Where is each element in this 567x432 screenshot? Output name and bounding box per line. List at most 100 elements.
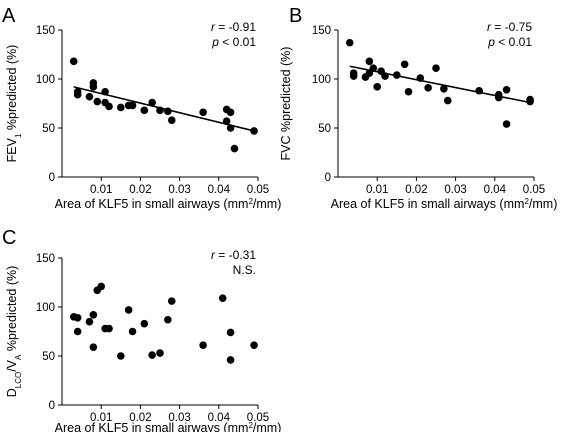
x-tick-label: 0.05 [523, 184, 545, 196]
data-point [199, 108, 207, 117]
data-point [400, 60, 409, 69]
data-point [156, 106, 164, 115]
y-tick-label: 50 [42, 351, 55, 363]
data-point [128, 327, 137, 336]
data-point [502, 85, 511, 94]
data-point [502, 120, 511, 128]
x-tick-label: 0.02 [129, 412, 151, 424]
y-tick-label: 50 [42, 123, 55, 135]
data-point [416, 74, 425, 82]
y-tick-label: 0 [49, 172, 55, 184]
significance-label: p < 0.01 [211, 35, 256, 49]
data-point [93, 97, 102, 106]
data-point [73, 313, 82, 322]
y-axis-label: FVC %predicted (%) [279, 47, 293, 161]
x-axis-label: Area of KLF5 in small airways (mm2/mm) [55, 197, 282, 212]
data-point [222, 117, 231, 125]
data-point [373, 83, 382, 91]
data-point [226, 356, 235, 364]
data-point [345, 38, 354, 47]
x-tick-label: 0.02 [129, 184, 151, 196]
data-point [69, 57, 78, 66]
data-point [105, 102, 113, 111]
panel-letter: A [2, 5, 16, 27]
y-tick-label: 0 [325, 172, 331, 184]
panel-letter: B [289, 5, 302, 27]
data-point [164, 315, 172, 324]
data-point [140, 319, 149, 328]
x-tick-label: 0.01 [366, 184, 388, 196]
data-point [85, 317, 94, 326]
data-point [250, 341, 258, 350]
y-tick-label: 100 [36, 74, 55, 86]
y-tick-label: 150 [36, 25, 55, 37]
x-tick-label: 0.03 [444, 184, 466, 196]
panel-letter: C [2, 227, 16, 249]
data-point [526, 97, 534, 106]
data-point [404, 87, 413, 96]
x-axis-label: Area of KLF5 in small airways (mm2/mm) [331, 197, 558, 212]
data-point [199, 341, 207, 350]
data-point [89, 343, 98, 351]
data-point [73, 90, 82, 99]
data-point [432, 64, 440, 73]
data-point [167, 116, 176, 124]
data-point [393, 71, 401, 79]
data-point [101, 87, 109, 96]
data-point [250, 127, 258, 135]
data-point [349, 69, 358, 77]
x-tick-label: 0.02 [405, 184, 427, 196]
x-tick-label: 0.01 [90, 184, 112, 196]
data-point [117, 352, 125, 360]
y-axis-label: DLCO/VA %predicted (%) [5, 266, 23, 398]
data-point [105, 324, 113, 333]
data-point [424, 84, 432, 92]
y-tick-label: 100 [36, 302, 55, 314]
x-axis-label: Area of KLF5 in small airways (mm2/mm) [55, 421, 282, 432]
data-point [140, 106, 149, 115]
data-point [148, 351, 156, 359]
data-point [226, 124, 235, 132]
significance-label: p < 0.01 [487, 35, 532, 49]
data-point [475, 86, 483, 95]
data-point [89, 311, 98, 319]
significance-label: N.S. [233, 263, 256, 277]
data-point [89, 83, 98, 91]
x-tick-label: 0.01 [90, 412, 112, 424]
data-point [226, 328, 235, 337]
data-point [440, 85, 448, 93]
y-tick-label: 0 [49, 400, 55, 412]
y-tick-label: 50 [318, 123, 331, 135]
correlation-r: r = -0.75 [487, 20, 532, 34]
x-tick-label: 0.03 [168, 184, 190, 196]
x-tick-label: 0.05 [247, 184, 269, 196]
y-tick-label: 150 [312, 25, 331, 37]
data-point [369, 64, 378, 73]
x-tick-label: 0.05 [247, 412, 269, 424]
data-point [494, 93, 503, 102]
data-point [148, 98, 156, 107]
data-point [97, 282, 105, 291]
correlation-r: r = -0.91 [211, 20, 256, 34]
data-point [128, 101, 137, 110]
data-point [124, 306, 133, 314]
data-point [365, 57, 374, 66]
x-tick-label: 0.04 [484, 184, 507, 196]
data-point [230, 144, 239, 153]
data-point [167, 297, 176, 305]
data-point [226, 108, 235, 117]
x-tick-label: 0.04 [208, 412, 231, 424]
data-point [156, 349, 164, 357]
data-point [73, 327, 82, 336]
x-tick-label: 0.04 [208, 184, 231, 196]
data-point [218, 294, 227, 302]
data-point [164, 107, 172, 116]
data-point [381, 72, 389, 80]
data-point [443, 96, 452, 105]
correlation-r: r = -0.31 [211, 248, 256, 262]
y-tick-label: 150 [36, 253, 55, 265]
